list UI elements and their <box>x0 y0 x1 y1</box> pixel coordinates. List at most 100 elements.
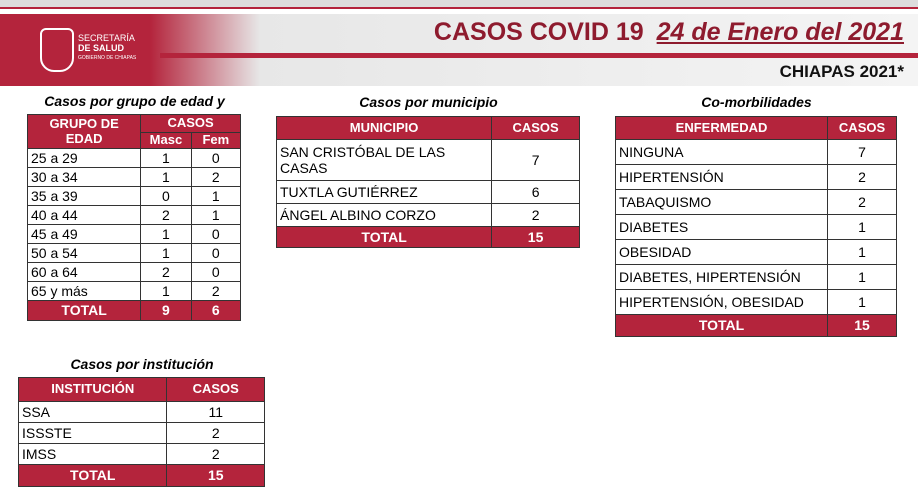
cell: 1 <box>827 239 897 265</box>
data-table: ENFERMEDAD CASOS NINGUNA 7 HIPERTENSIÓN 2 TABA… <box>614 116 897 337</box>
data-row: DIABETES 1 <box>614 214 897 240</box>
header-cell: ENFERMEDAD <box>614 116 829 140</box>
data-row: DIABETES, HIPERTENSIÓN 1 <box>614 264 897 290</box>
logo-emblem <box>40 28 74 72</box>
region: CHIAPAS 2021* <box>779 62 904 81</box>
data-row: 35 a 39 0 1 <box>26 186 242 206</box>
cell: 6 <box>491 180 580 204</box>
cell: 2 <box>140 205 192 225</box>
cell: TUXTLA GUTIÉRREZ <box>275 180 493 204</box>
header-cell: CASOS <box>166 377 265 402</box>
data-table: GRUPO DE EDAD CASOS Masc Fem 25 a 29 1 0 30 a 3… <box>26 114 242 321</box>
cell: DIABETES, HIPERTENSIÓN <box>614 264 829 290</box>
cell: 1 <box>140 243 192 263</box>
cell: 0 <box>190 148 242 168</box>
cell: SAN CRISTÓBAL DE LAS CASAS <box>275 139 493 181</box>
header-row: ENFERMEDAD CASOS <box>614 116 897 140</box>
logo-text: SECRETARÍA DE SALUD GOBIERNO DE CHIAPAS <box>78 33 136 63</box>
table-title: Casos por municipio <box>359 94 498 110</box>
cell: 2 <box>166 422 265 444</box>
data-row: 65 y más 1 2 <box>26 281 242 301</box>
data-row: 50 a 54 1 0 <box>26 243 242 263</box>
cell: 1 <box>140 167 192 187</box>
data-row: HIPERTENSIÓN 2 <box>614 164 897 190</box>
data-row: TUXTLA GUTIÉRREZ 6 <box>275 180 580 204</box>
date: 24 de Enero del 2021 <box>656 18 904 46</box>
table-title: Co-morbilidades <box>701 94 812 110</box>
total-cell: TOTAL <box>275 226 493 248</box>
cell: ÁNGEL ALBINO CORZO <box>275 203 493 227</box>
data-row: HIPERTENSIÓN, OBESIDAD 1 <box>614 289 897 315</box>
data-row: 30 a 34 1 2 <box>26 167 242 187</box>
header-row: GRUPO DE EDAD CASOS <box>26 114 241 149</box>
cell: 1 <box>827 289 897 315</box>
cell: 45 a 49 <box>26 224 142 244</box>
header-cell: CASOS <box>491 116 580 140</box>
cell: 1 <box>190 205 242 225</box>
cell: 2 <box>827 189 897 215</box>
cell: 1 <box>827 214 897 240</box>
table-title: Casos por institución <box>70 356 214 372</box>
total-cell: 15 <box>491 226 580 248</box>
cell: 1 <box>140 148 192 168</box>
cell: 2 <box>166 443 265 465</box>
header-cell: Masc <box>140 132 192 149</box>
data-row: IMSS 2 <box>17 443 265 465</box>
header-rule <box>160 53 918 58</box>
header-cell: CASOS <box>827 116 897 140</box>
total-cell: 9 <box>140 300 192 321</box>
header-title: CASOS COVID 19 24 de Enero del 2021 <box>434 18 904 47</box>
data-row: OBESIDAD 1 <box>614 239 897 265</box>
cell: 0 <box>190 262 242 282</box>
total-row: TOTAL 15 <box>275 226 580 248</box>
header-row: MUNICIPIO CASOS <box>275 116 580 140</box>
cell: TABAQUISMO <box>614 189 829 215</box>
cell: 7 <box>491 139 580 181</box>
data-table: MUNICIPIO CASOS SAN CRISTÓBAL DE LAS CASAS… <box>275 116 580 248</box>
cell: 11 <box>166 401 265 423</box>
total-row: TOTAL 9 6 <box>26 300 242 321</box>
data-row: TABAQUISMO 2 <box>614 189 897 215</box>
cell: 2 <box>190 167 242 187</box>
header-row: INSTITUCIÓN CASOS <box>17 377 265 402</box>
cell: 0 <box>140 186 192 206</box>
cell: 1 <box>827 264 897 290</box>
data-row: 40 a 44 2 1 <box>26 205 242 225</box>
total-row: TOTAL 15 <box>614 314 897 337</box>
cell: 0 <box>190 224 242 244</box>
data-row: 25 a 29 1 0 <box>26 148 242 168</box>
total-row: TOTAL 15 <box>17 464 265 487</box>
header-cell: GRUPO DE EDAD <box>26 114 142 149</box>
data-row: 60 a 64 2 0 <box>26 262 242 282</box>
cell: 30 a 34 <box>26 167 142 187</box>
cell: HIPERTENSIÓN, OBESIDAD <box>614 289 829 315</box>
header-band <box>0 14 918 86</box>
title: CASOS COVID 19 <box>433 18 644 46</box>
data-row: ÁNGEL ALBINO CORZO 2 <box>275 203 580 227</box>
logo-line: SECRETARÍA <box>78 33 135 43</box>
cell: 60 a 64 <box>26 262 142 282</box>
cell: 2 <box>491 203 580 227</box>
cell: 7 <box>827 139 897 165</box>
total-cell: 15 <box>166 464 265 487</box>
data-table: INSTITUCIÓN CASOS SSA 11 ISSSTE 2 IMSS 2 TOTAL 15 <box>17 377 265 487</box>
logo-line: GOBIERNO DE CHIAPAS <box>78 55 137 61</box>
cell: 65 y más <box>26 281 142 301</box>
total-cell: TOTAL <box>17 464 168 487</box>
total-cell: 15 <box>827 314 897 337</box>
data-row: SSA 11 <box>17 401 265 423</box>
total-cell: 6 <box>190 300 242 321</box>
cell: OBESIDAD <box>614 239 829 265</box>
cell: 2 <box>827 164 897 190</box>
cell: 40 a 44 <box>26 205 142 225</box>
cell: HIPERTENSIÓN <box>614 164 829 190</box>
cell: IMSS <box>17 443 168 465</box>
cell: SSA <box>17 401 168 423</box>
logo-line: DE SALUD <box>78 43 125 53</box>
cell: 1 <box>190 186 242 206</box>
data-row: SAN CRISTÓBAL DE LAS CASAS 7 <box>275 139 580 181</box>
cell: 2 <box>140 262 192 282</box>
total-cell: TOTAL <box>26 300 142 321</box>
cell: 25 a 29 <box>26 148 142 168</box>
